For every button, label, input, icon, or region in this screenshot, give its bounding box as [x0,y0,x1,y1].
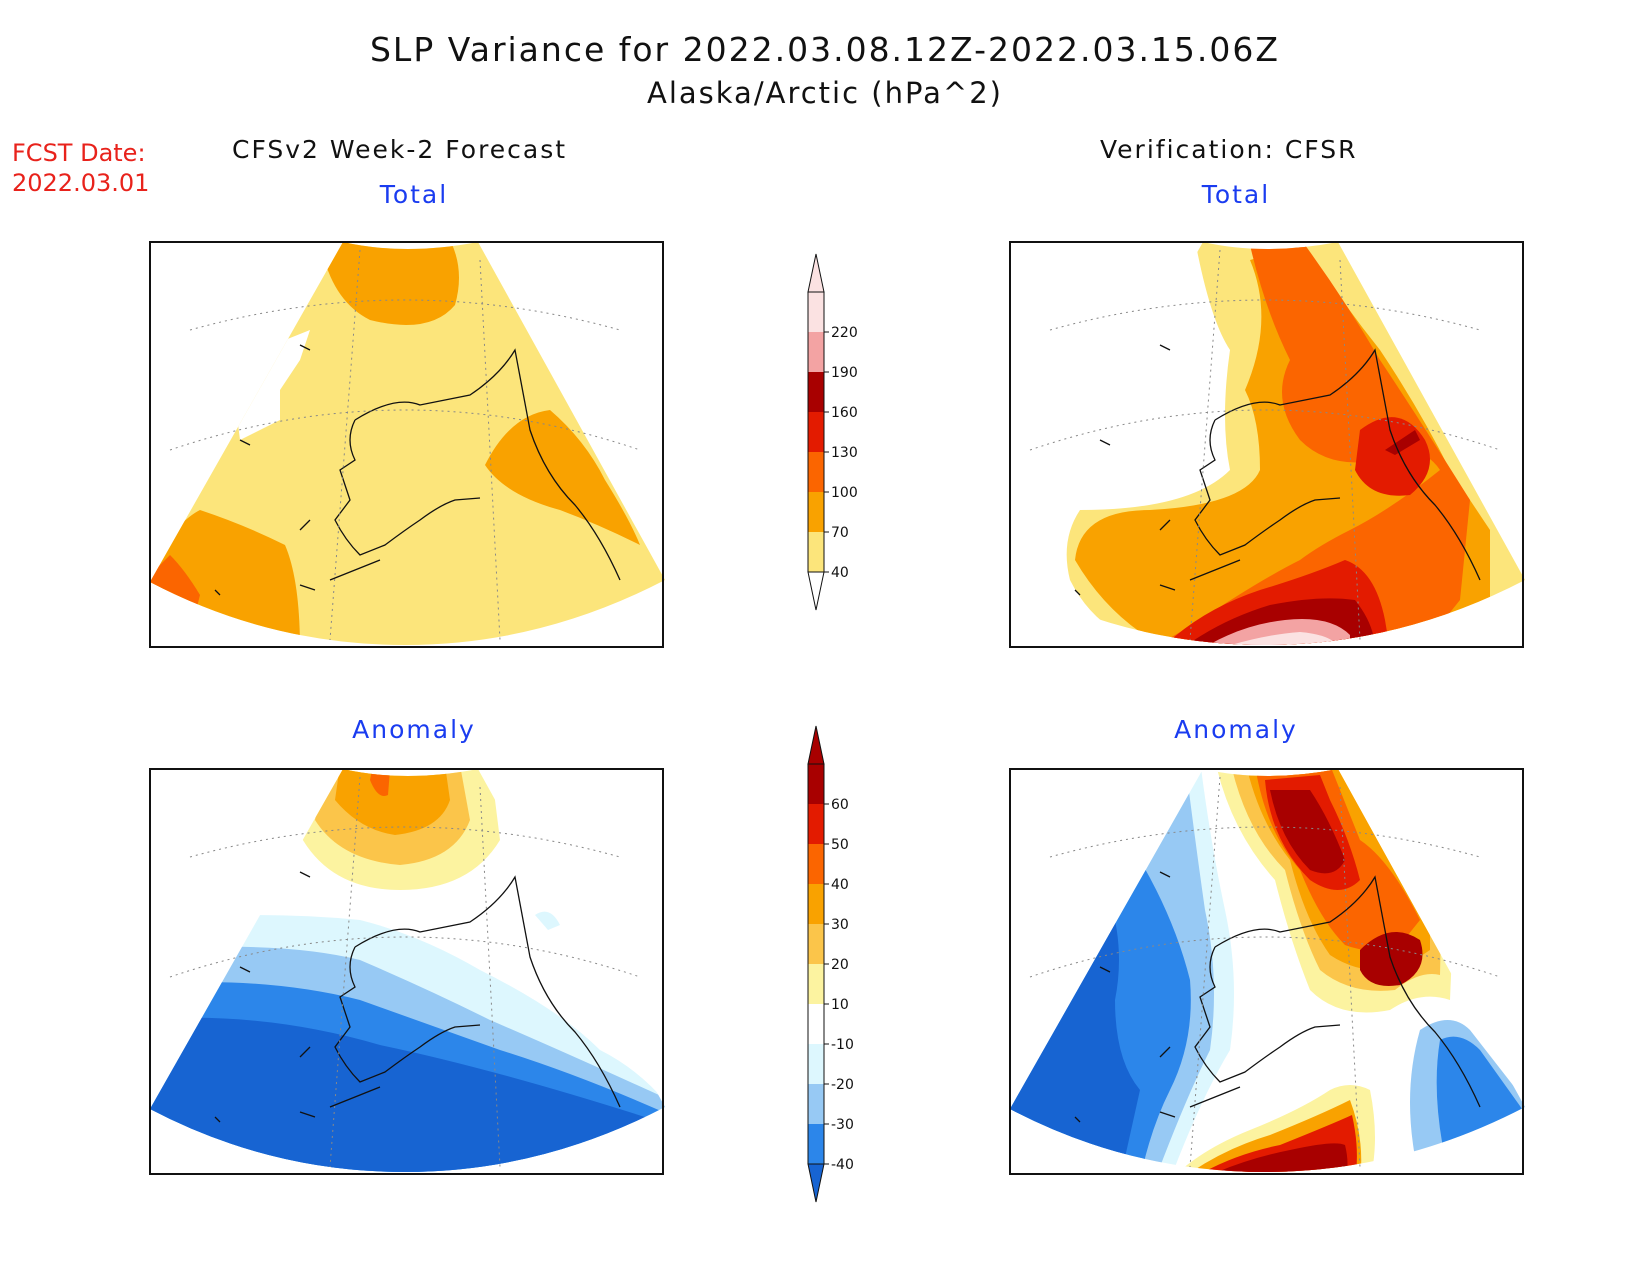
verification-total-heading: Total [1201,180,1271,209]
verification-anomaly-map [1009,768,1525,1175]
anomaly-colorbar-tick-label: 40 [831,877,849,893]
total-colorbar-box-4 [808,372,824,412]
anomaly-colorbar-box-6 [808,884,824,924]
shade-30-40 [335,769,450,835]
forecast-total-map [149,241,665,648]
total-colorbar-upper-cap [807,253,825,293]
arctic-peak [1270,790,1345,874]
total-colorbar-box-1 [808,492,824,532]
figure-title: SLP Variance for 2022.03.08.12Z-2022.03.… [369,30,1281,69]
verification-anomaly-frame [1009,768,1524,1175]
anomaly-colorbar-box-0 [808,1124,824,1164]
anomaly-colorbar-box-5 [808,924,824,964]
coastline-forecast-total [214,344,621,596]
anomaly-colorbar: -40 -30 -20 -10 10 20 30 40 50 60 [807,725,854,1203]
shade-below-minus40 [150,1017,665,1172]
total-colorbar-box-6 [808,292,824,332]
total-colorbar-tick-label: 130 [831,445,858,461]
total-colorbar: 40 70 100 130 160 190 220 [807,253,858,611]
se-negative-mid [1436,1036,1525,1172]
graticule-forecast-anomaly [169,776,641,1168]
shade-100-130 [1150,245,1470,645]
gulf-peak [1215,632,1340,645]
verification-anomaly-fill [1010,769,1525,1172]
forecast-anomaly-heading: Anomaly [352,715,476,744]
forecast-date: FCST Date: 2022.03.01 [12,138,149,198]
anomaly-colorbar-tick-label: 60 [831,797,849,813]
forecast-anomaly-fill [150,769,665,1172]
total-colorbar-lower-cap [807,571,825,611]
total-colorbar-box-2 [808,452,824,492]
total-colorbar-tick-label: 160 [831,405,858,421]
total-colorbar-tick-label: 220 [831,325,858,341]
coastline-forecast-anomaly [214,871,621,1123]
coastlines [214,344,1481,1123]
graticule-verification-anomaly [1029,776,1501,1168]
anomaly-colorbar-box-3 [808,1004,824,1044]
total-colorbar-box-5 [808,332,824,372]
anomaly-colorbar-tick-label: 50 [831,837,849,853]
forecast-column-heading: CFSv2 Week-2 Forecast [232,135,568,164]
graticule-verification-total [1029,249,1501,641]
forecast-total-heading: Total [379,180,449,209]
anomaly-colorbar-box-4 [808,964,824,1004]
graticule-forecast-total [169,249,641,641]
figure-subtitle: Alaska/Arctic (hPa^2) [647,76,1003,110]
anomaly-colorbar-tick-label: -40 [831,1157,854,1173]
graticule [169,249,1501,1168]
anomaly-colorbar-box-7 [808,844,824,884]
arctic-peak [370,770,390,796]
anomaly-colorbar-tick-label: 10 [831,997,849,1013]
verification-total-map [1009,241,1525,648]
anomaly-colorbar-box-9 [808,764,824,804]
canada-high-variance [485,410,640,545]
canada-peak [1385,430,1420,455]
forecast-anomaly-map [149,768,665,1175]
small-negative-area [535,911,560,930]
forecast-date-label: FCST Date: [12,139,146,167]
verification-anomaly-heading: Anomaly [1174,715,1298,744]
total-colorbar-tick-label: 100 [831,485,858,501]
total-colorbar-box-3 [808,412,824,452]
total-colorbar-tick-label: 190 [831,365,858,381]
total-colorbar-box-0 [808,532,824,572]
anomaly-colorbar-box-2 [808,1044,824,1084]
total-colorbar-tick-label: 40 [831,565,849,581]
anomaly-colorbar-tick-label: 20 [831,957,849,973]
total-colorbar-outline [807,291,825,573]
anomaly-colorbar-tick-label: -30 [831,1117,854,1133]
verification-total-fill [1010,242,1525,645]
anomaly-colorbar-tick-label: -20 [831,1077,854,1093]
forecast-total-frame [149,241,664,648]
arctic-high-variance [320,242,459,325]
anomaly-colorbar-box-8 [808,804,824,844]
forecast-anomaly-frame [149,768,664,1175]
anomaly-colorbar-tick-label: 30 [831,917,849,933]
anomaly-colorbar-tick-label: -10 [831,1037,854,1053]
total-colorbar-tick-label: 70 [831,525,849,541]
anomaly-colorbar-box-1 [808,1084,824,1124]
forecast-date-value: 2022.03.01 [12,169,150,197]
forecast-total-fill [150,242,665,645]
verification-total-frame [1009,241,1524,648]
verification-column-heading: Verification: CFSR [1100,135,1358,164]
coastline-verification-anomaly [1074,871,1481,1123]
anomaly-colorbar-lower-cap [807,1163,825,1203]
low-variance-area [235,330,310,440]
coastline-verification-total [1074,344,1481,596]
anomaly-colorbar-upper-cap [807,725,825,765]
